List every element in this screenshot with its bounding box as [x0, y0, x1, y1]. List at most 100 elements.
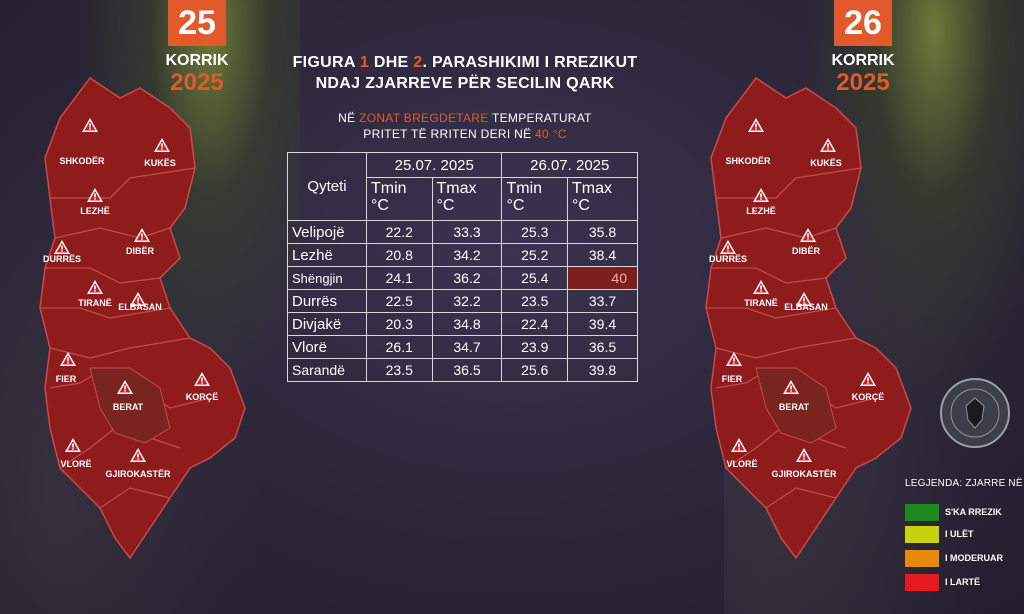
region-label: LEZHË [746, 206, 776, 216]
city-cell: Velipojë [287, 220, 367, 244]
table-row: Shëngjin 24.1 36.2 25.4 40 [287, 266, 638, 290]
date2-header: 26.07. 2025 [501, 152, 638, 178]
value-cell: 26.1 [366, 335, 433, 359]
value-cell: 23.5 [501, 289, 568, 313]
value-cell: 36.2 [431, 266, 503, 290]
legend-item: I MODERUAR [905, 550, 1024, 570]
legend-item: I ULËT [905, 526, 1024, 546]
region-label: DIBËR [126, 246, 155, 256]
right-date-year: 2025 [836, 69, 890, 96]
table-row: Lezhë 20.8 34.2 25.2 38.4 [287, 243, 638, 267]
table-subheader-row: Tmin °C Tmax °C Tmin °C Tmax °C [288, 177, 638, 221]
tmax-header-2: Tmax °C [567, 177, 638, 221]
city-cell: Vlorë [287, 335, 367, 359]
table-row: Vlorë 26.1 34.7 23.9 36.5 [287, 335, 638, 359]
title-num2: 2 [413, 54, 423, 71]
value-cell: 22.4 [501, 312, 568, 336]
value-cell: 33.3 [431, 220, 503, 244]
legend-swatch [905, 504, 939, 521]
title-num1: 1 [359, 54, 370, 71]
region-label: DIBËR [792, 246, 821, 256]
legend: LEGJENDA: ZJARRE NË S'KA RREZIK I ULËT I… [905, 478, 1024, 591]
region-label: KUKËS [144, 158, 176, 168]
value-cell: 39.4 [567, 312, 638, 336]
legend-item: S'KA RREZIK [905, 504, 1024, 524]
value-cell: 25.3 [501, 220, 568, 244]
table-row: Velipojë 22.2 33.3 25.3 35.8 [287, 220, 638, 244]
albania-map-shape [705, 77, 912, 559]
value-cell: 35.8 [567, 220, 638, 244]
legend-item: I LARTË [905, 574, 1024, 594]
title-line2: NDAJ ZJARREVE PËR SECILIN QARK [315, 75, 615, 92]
value-cell-highlighted: 40 [567, 266, 638, 290]
value-cell: 34.7 [431, 335, 503, 359]
value-cell: 38.4 [567, 243, 638, 267]
map-right: SHKODËR KUKËS LEZHË DIBËR DURRËS TIRANË … [705, 77, 912, 559]
value-cell: 34.2 [431, 243, 503, 267]
city-cell: Divjakë [287, 312, 367, 336]
value-cell: 20.3 [366, 312, 433, 336]
region-label: VLORË [60, 459, 91, 469]
temperature-table: Qyteti 25.07. 2025 26.07. 2025 Tmin °C T… [287, 152, 638, 382]
legend-label: S'KA RREZIK [945, 507, 1002, 517]
title-part2: DHE [369, 54, 414, 71]
subtitle: NË ZONAT BREGDETARE TEMPERATURAT PRITET … [300, 110, 630, 142]
value-cell: 25.4 [501, 266, 568, 290]
value-cell: 23.5 [366, 358, 433, 382]
legend-label: I ULËT [945, 529, 974, 539]
region-label: ELBASAN [118, 302, 162, 312]
region-label: BERAT [779, 402, 810, 412]
value-cell: 20.8 [366, 243, 433, 267]
legend-swatch [905, 550, 939, 567]
city-header: Qyteti [287, 152, 367, 221]
title-part1: FIGURA [292, 54, 360, 71]
region-label: FIER [56, 374, 77, 384]
city-cell: Sarandë [287, 358, 367, 382]
page-title: FIGURA 1 DHE 2. PARASHIKIMI I RREZIKUT N… [250, 52, 680, 94]
region-label: SHKODËR [725, 156, 771, 166]
value-cell: 33.7 [567, 289, 638, 313]
right-date-month: KORRIK [831, 52, 895, 69]
left-date-year: 2025 [170, 69, 224, 96]
albania-map-shape [39, 77, 246, 559]
city-cell: Durrës [287, 289, 367, 313]
right-date-day: 26 [834, 0, 892, 46]
legend-label: I LARTË [945, 577, 980, 587]
region-label: TIRANË [744, 298, 778, 308]
value-cell: 34.8 [431, 312, 503, 336]
region-label: ELBASAN [784, 302, 828, 312]
region-label: FIER [722, 374, 743, 384]
left-date-sub: KORRIK 2025 [157, 52, 237, 96]
tmin-header-2: Tmin °C [501, 177, 568, 221]
left-date-day: 25 [168, 0, 226, 46]
value-cell: 36.5 [567, 335, 638, 359]
region-label: GJIROKASTËR [771, 469, 837, 479]
tmin-header-1: Tmin °C [366, 177, 433, 221]
region-label: TIRANË [78, 298, 112, 308]
subtitle-post: TEMPERATURAT [488, 111, 592, 125]
value-cell: 25.6 [501, 358, 568, 382]
region-label: BERAT [113, 402, 144, 412]
table-row: Sarandë 23.5 36.5 25.6 39.8 [287, 358, 638, 382]
region-label: LEZHË [80, 206, 110, 216]
region-label: GJIROKASTËR [105, 469, 171, 479]
subtitle-line2: PRITET TË RRITEN DERI NË [363, 127, 536, 141]
region-label: DURRËS [43, 254, 81, 264]
right-date-sub: KORRIK 2025 [823, 52, 903, 96]
value-cell: 39.8 [567, 358, 638, 382]
legend-swatch [905, 526, 939, 543]
city-cell: Lezhë [287, 243, 367, 267]
value-cell: 23.9 [501, 335, 568, 359]
region-label: KORÇË [186, 392, 219, 402]
region-label: KORÇË [852, 392, 885, 402]
city-cell: Shëngjin [287, 266, 367, 290]
table-row: Divjakë 20.3 34.8 22.4 39.4 [287, 312, 638, 336]
title-part3: . PARASHIKIMI I RREZIKUT [422, 54, 638, 71]
emblem-seal-icon [940, 378, 1010, 448]
map-left: SHKODËR KUKËS LEZHË DIBËR DURRËS TIRANË … [39, 77, 246, 559]
subtitle-highlight-2: 40 °C [535, 127, 567, 141]
region-label: SHKODËR [59, 156, 105, 166]
region-label: DURRËS [709, 254, 747, 264]
legend-label: I MODERUAR [945, 553, 1003, 563]
date1-header: 25.07. 2025 [365, 152, 503, 178]
